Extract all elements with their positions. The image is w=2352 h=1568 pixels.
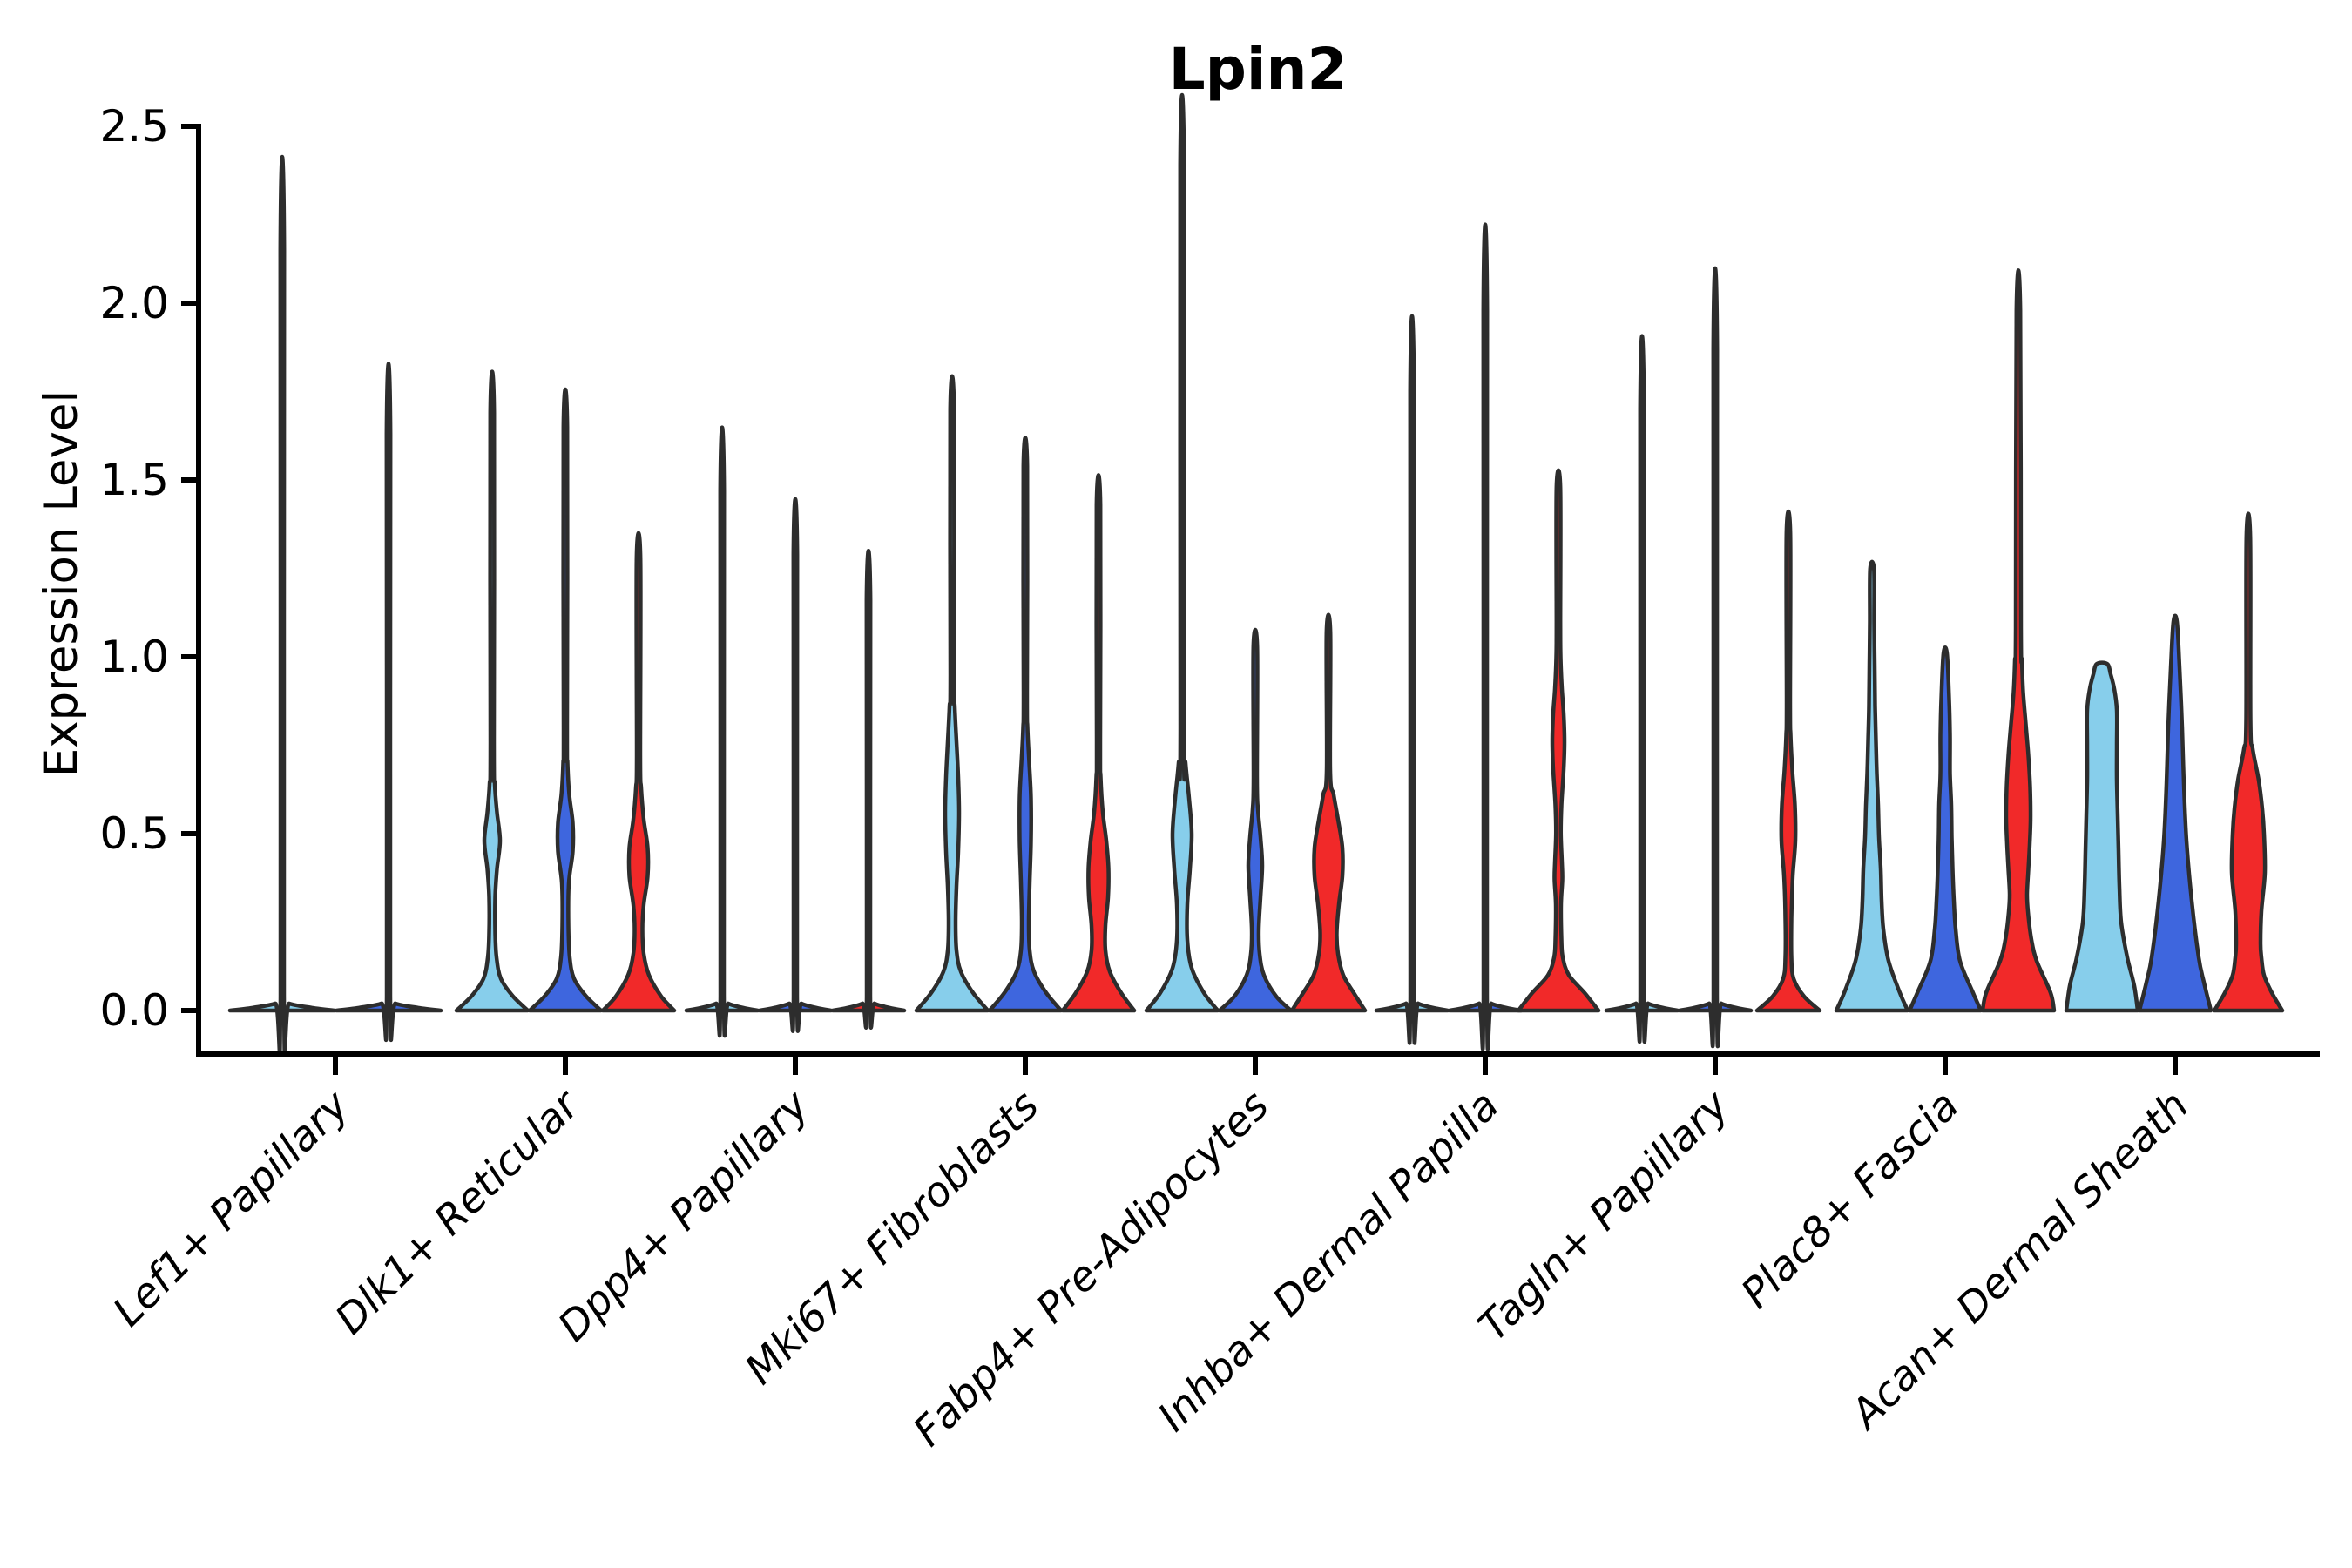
violin-3-s2: [1060, 473, 1137, 1013]
violin-0-s1: [334, 362, 443, 1043]
violin-3-s1: [987, 436, 1064, 1013]
y-tick-label: 1.0: [99, 632, 169, 682]
y-tick-label: 0.0: [99, 985, 169, 1036]
violin-1-s2: [600, 531, 677, 1013]
violin-4-s1: [1217, 627, 1294, 1013]
violin-5-s0: [1374, 314, 1450, 1045]
violin-5-s2: [1516, 468, 1601, 1013]
y-tick-label: 2.5: [99, 101, 169, 152]
violin-6-s1: [1677, 266, 1754, 1049]
violin-8-s0: [2064, 660, 2140, 1013]
violin-1-s0: [454, 369, 531, 1013]
y-tick-label: 1.5: [99, 455, 169, 505]
violin-1-s1: [527, 388, 604, 1013]
x-tick-label: Dpp4+ Papillary: [549, 1081, 819, 1351]
y-tick-label: 2.0: [99, 278, 169, 328]
x-tick-label: Dlk1+ Reticular: [327, 1080, 591, 1344]
violin-6-s2: [1754, 510, 1822, 1013]
violin-6-s0: [1604, 334, 1680, 1044]
violin-8-s1: [2137, 613, 2213, 1013]
x-tick-label: Plac8+ Fascia: [1732, 1082, 1968, 1318]
violin-7-s2: [1980, 268, 2057, 1013]
chart-title: Lpin2: [1169, 36, 1348, 103]
x-tick-label: Lef1+ Papillary: [104, 1081, 359, 1336]
y-tick-label: 0.5: [99, 808, 169, 859]
violin-2-s2: [830, 549, 907, 1030]
violin-2-s1: [757, 497, 834, 1033]
violin-3-s0: [914, 374, 990, 1013]
violin-7-s1: [1907, 645, 1984, 1013]
violin-2-s0: [684, 425, 760, 1038]
y-axis-title: Expression Level: [35, 390, 88, 777]
violin-7-s0: [1834, 559, 1910, 1013]
violins-layer: [227, 93, 2285, 1056]
violin-4-s2: [1289, 612, 1368, 1013]
x-tick-label: Tagln+ Papillary: [1470, 1081, 1740, 1351]
violin-8-s2: [2212, 511, 2285, 1013]
violin-4-s0: [1144, 93, 1220, 1013]
violin-0-s0: [227, 155, 337, 1056]
violin-5-s1: [1447, 222, 1524, 1051]
